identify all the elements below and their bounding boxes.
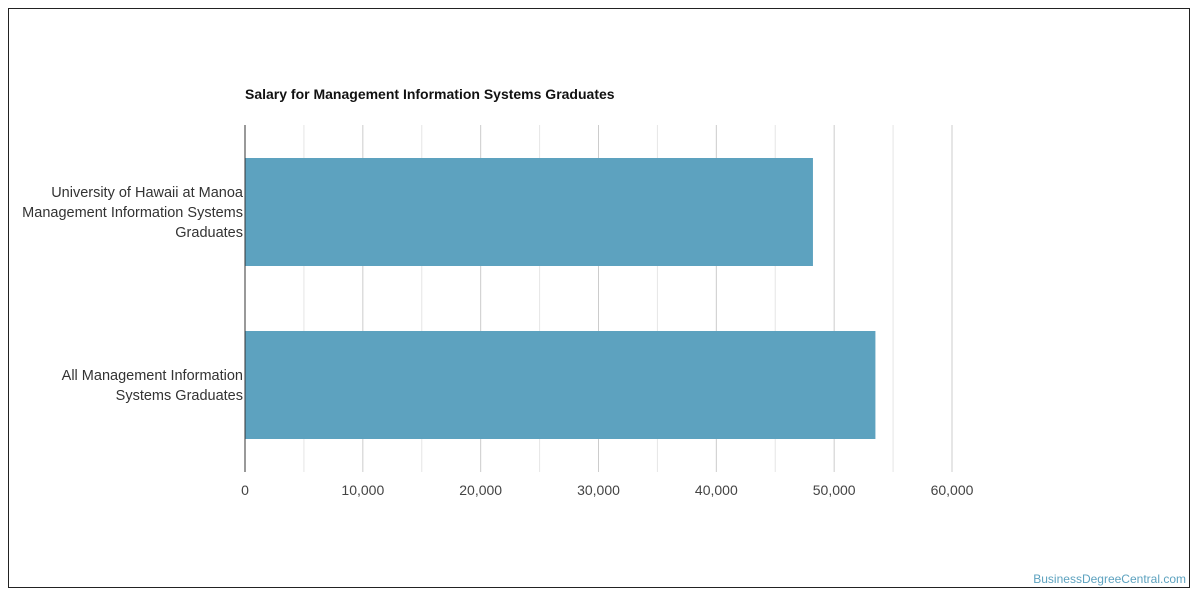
x-tick-label: 60,000 bbox=[931, 482, 974, 498]
x-tick-label: 30,000 bbox=[577, 482, 620, 498]
chart-frame bbox=[8, 8, 1190, 588]
x-tick-label: 0 bbox=[241, 482, 249, 498]
category-label: All Management Information bbox=[62, 368, 243, 384]
x-tick-label: 50,000 bbox=[813, 482, 856, 498]
bar-0 bbox=[245, 158, 813, 266]
category-label: Graduates bbox=[175, 225, 243, 241]
bar-1 bbox=[245, 331, 876, 439]
x-tick-label: 20,000 bbox=[459, 482, 502, 498]
x-axis-ticks: 0 10,000 20,000 30,000 40,000 50,000 60,000 bbox=[241, 482, 974, 498]
category-label: Management Information Systems bbox=[22, 205, 243, 221]
chart-title: Salary for Management Information System… bbox=[245, 86, 615, 102]
watermark-link[interactable]: BusinessDegreeCentral.com bbox=[1033, 572, 1186, 586]
category-labels: University of Hawaii at Manoa Management … bbox=[22, 185, 244, 404]
category-label: University of Hawaii at Manoa bbox=[51, 185, 244, 201]
x-tick-label: 40,000 bbox=[695, 482, 738, 498]
bars bbox=[245, 158, 876, 439]
x-tick-label: 10,000 bbox=[341, 482, 384, 498]
category-label: Systems Graduates bbox=[116, 388, 243, 404]
